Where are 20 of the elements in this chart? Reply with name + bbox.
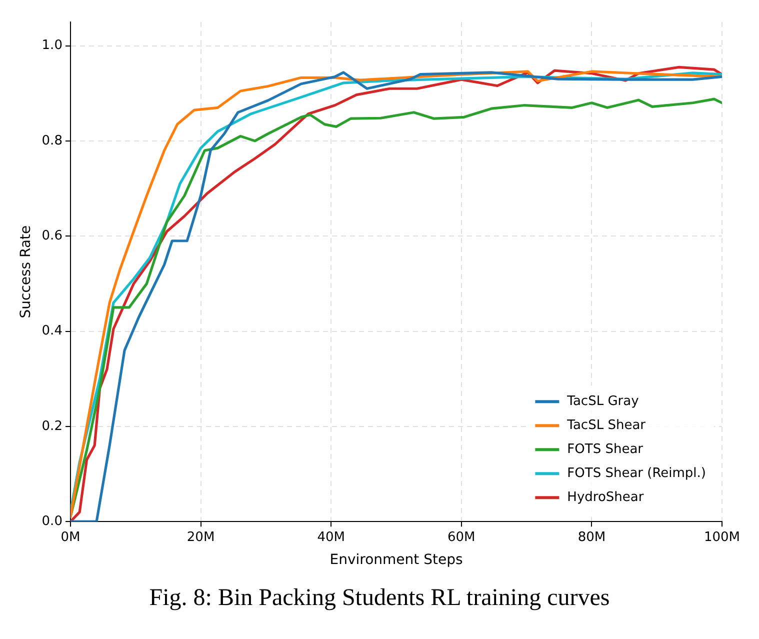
y-tick-label: 0.8 (42, 133, 62, 148)
x-tick-label: 100M (704, 530, 740, 545)
y-tick-label: 0.0 (42, 514, 62, 529)
caption: Fig. 8: Bin Packing Students RL training curves (148, 585, 611, 612)
y-tick-label: 0.4 (42, 324, 62, 339)
x-tick-label: 20M (186, 530, 215, 545)
y-tick-label: 0.2 (42, 418, 62, 434)
x-tick-label: 0M (60, 530, 80, 545)
legend-label: TacSL Shear (566, 418, 646, 433)
y-axis-title: Success Rate (18, 225, 34, 318)
legend-label: HydroShear (567, 490, 644, 505)
legend-label: TacSL Gray (566, 394, 640, 409)
x-axis-title: Environment Steps (330, 552, 463, 568)
y-tick-label: 1.0 (42, 38, 62, 54)
x-tick-label: 40M (317, 530, 345, 545)
x-tick-label: 80M (578, 530, 606, 545)
legend-label: FOTS Shear (Reimpl.) (567, 466, 706, 481)
x-tick-label: 60M (448, 530, 476, 545)
legend-label: FOTS Shear (567, 442, 644, 457)
y-tick-label: 0.6 (42, 228, 62, 244)
